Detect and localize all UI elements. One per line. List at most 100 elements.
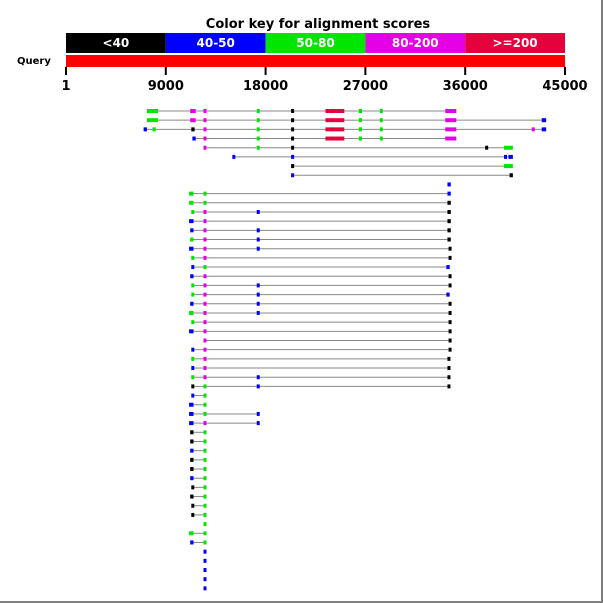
hit-segment[interactable]	[190, 430, 194, 435]
hit-row[interactable]	[191, 292, 450, 297]
hit-segment[interactable]	[504, 154, 508, 159]
hit-row[interactable]	[190, 476, 207, 481]
hit-segment[interactable]	[448, 255, 452, 260]
hit-segment[interactable]	[191, 366, 195, 371]
hit-segment[interactable]	[504, 145, 513, 150]
hit-segment[interactable]	[256, 292, 260, 297]
hit-row[interactable]	[189, 310, 452, 315]
hit-segment[interactable]	[190, 439, 194, 444]
hit-segment[interactable]	[291, 154, 295, 159]
hit-segment[interactable]	[291, 145, 295, 150]
hit-segment[interactable]	[291, 127, 295, 132]
hit-segment[interactable]	[189, 219, 194, 224]
hit-segment[interactable]	[190, 109, 196, 113]
hit-row[interactable]	[189, 200, 451, 205]
hit-segment[interactable]	[191, 320, 195, 325]
hit-segment[interactable]	[447, 219, 451, 224]
hit-segment[interactable]	[325, 127, 345, 132]
hit-segment[interactable]	[256, 411, 260, 416]
hit-row[interactable]	[191, 265, 450, 270]
hit-segment[interactable]	[203, 219, 207, 224]
hit-segment[interactable]	[291, 173, 295, 178]
hit-segment[interactable]	[256, 375, 260, 380]
hit-segment[interactable]	[448, 274, 452, 279]
hit-segment[interactable]	[203, 246, 207, 251]
hit-segment[interactable]	[203, 145, 207, 150]
hit-segment[interactable]	[325, 136, 345, 141]
hit-segment[interactable]	[146, 109, 159, 113]
hit-segment[interactable]	[146, 118, 159, 123]
hit-segment[interactable]	[448, 283, 452, 288]
hit-segment[interactable]	[191, 485, 195, 490]
hit-segment[interactable]	[203, 457, 207, 462]
hit-segment[interactable]	[191, 356, 195, 361]
hit-segment[interactable]	[291, 118, 295, 123]
hit-segment[interactable]	[447, 182, 451, 187]
hit-segment[interactable]	[203, 467, 207, 472]
hit-segment[interactable]	[189, 402, 194, 407]
hit-segment[interactable]	[190, 228, 194, 233]
hit-segment[interactable]	[203, 347, 207, 352]
hit-row[interactable]	[191, 384, 451, 389]
hit-segment[interactable]	[447, 384, 451, 389]
hit-row[interactable]	[189, 329, 452, 334]
hit-segment[interactable]	[191, 265, 195, 270]
hit-segment[interactable]	[256, 246, 260, 251]
hit-segment[interactable]	[191, 209, 195, 214]
hit-segment[interactable]	[291, 109, 295, 113]
hit-segment[interactable]	[448, 329, 452, 334]
hit-segment[interactable]	[203, 448, 207, 453]
hit-segment[interactable]	[445, 136, 457, 141]
hit-row[interactable]	[191, 375, 451, 380]
hit-row[interactable]	[189, 191, 451, 196]
hit-segment[interactable]	[203, 329, 207, 334]
hit-segment[interactable]	[203, 384, 207, 389]
hit-segment[interactable]	[447, 200, 451, 205]
hit-row[interactable]	[189, 411, 260, 416]
hit-segment[interactable]	[191, 512, 195, 517]
hit-row[interactable]	[190, 301, 452, 306]
hit-row[interactable]	[191, 283, 452, 288]
hit-segment[interactable]	[203, 421, 207, 426]
hit-segment[interactable]	[203, 503, 207, 508]
hit-segment[interactable]	[485, 145, 489, 150]
hit-row[interactable]	[203, 522, 207, 527]
hit-segment[interactable]	[447, 237, 451, 242]
hit-segment[interactable]	[445, 118, 457, 123]
hit-segment[interactable]	[189, 411, 194, 416]
hit-segment[interactable]	[190, 476, 194, 481]
hit-segment[interactable]	[203, 274, 207, 279]
hit-segment[interactable]	[509, 173, 513, 178]
hit-segment[interactable]	[448, 338, 452, 343]
hit-segment[interactable]	[445, 127, 457, 132]
hit-segment[interactable]	[256, 127, 260, 132]
hit-segment[interactable]	[504, 164, 513, 169]
hit-segment[interactable]	[447, 366, 451, 371]
hit-segment[interactable]	[358, 118, 363, 123]
hit-segment[interactable]	[256, 118, 260, 123]
hit-segment[interactable]	[191, 292, 195, 297]
hit-segment[interactable]	[203, 136, 207, 141]
hit-row[interactable]	[190, 439, 207, 444]
hit-row[interactable]	[291, 164, 513, 169]
hit-segment[interactable]	[191, 384, 195, 389]
hit-row[interactable]	[190, 228, 451, 233]
hit-segment[interactable]	[232, 154, 236, 159]
hit-segment[interactable]	[203, 494, 207, 499]
hit-segment[interactable]	[190, 540, 194, 545]
hit-segment[interactable]	[189, 191, 194, 196]
hit-segment[interactable]	[203, 237, 207, 242]
hit-segment[interactable]	[203, 265, 207, 270]
hit-segment[interactable]	[190, 457, 194, 462]
hit-segment[interactable]	[203, 540, 207, 545]
hit-segment[interactable]	[203, 366, 207, 371]
hit-row[interactable]	[190, 540, 207, 545]
hit-row[interactable]	[232, 154, 513, 159]
hit-segment[interactable]	[152, 127, 156, 132]
hit-row[interactable]	[143, 127, 547, 132]
hit-segment[interactable]	[256, 421, 260, 426]
hit-row[interactable]	[146, 109, 457, 113]
hit-segment[interactable]	[508, 154, 513, 159]
hit-row[interactable]	[203, 586, 207, 591]
hit-segment[interactable]	[189, 329, 194, 334]
